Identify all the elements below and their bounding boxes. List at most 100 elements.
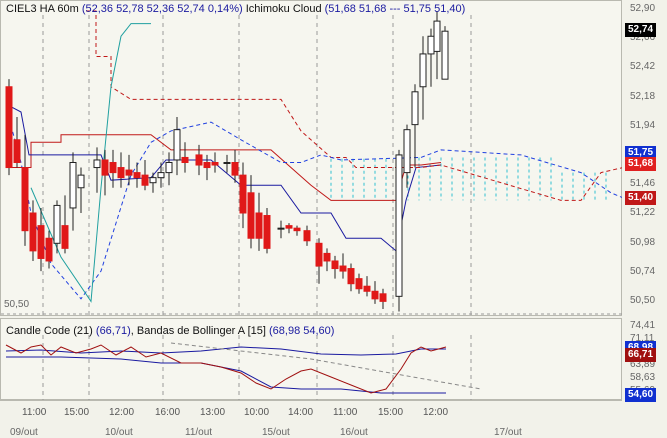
candle-body bbox=[165, 162, 173, 174]
price-tick-label: 51,94 bbox=[630, 119, 656, 131]
date-label: 10/out bbox=[105, 427, 133, 438]
candle-body bbox=[303, 230, 311, 242]
candle-body bbox=[93, 159, 101, 169]
candle-body bbox=[315, 242, 323, 267]
candle-body bbox=[363, 285, 371, 292]
time-label: 12:00 bbox=[109, 407, 135, 418]
candle-body bbox=[223, 162, 231, 164]
candle-body bbox=[45, 237, 53, 262]
candle-body bbox=[181, 156, 189, 163]
time-label: 12:00 bbox=[423, 407, 449, 418]
candle-body bbox=[37, 225, 45, 259]
candle-body bbox=[355, 278, 363, 290]
candle-body bbox=[157, 172, 165, 179]
price-tick-label: 50,50 bbox=[630, 295, 656, 306]
indicator-marker-tag: 54,60 bbox=[625, 388, 657, 402]
candle-code-line bbox=[5, 344, 447, 394]
candle-body bbox=[117, 167, 125, 179]
date-label: 11/out bbox=[185, 427, 213, 438]
candle-code-values: (66,71) bbox=[95, 325, 131, 337]
candle-body bbox=[173, 129, 181, 161]
chikou-line bbox=[30, 23, 151, 303]
indicator-axis[interactable]: 74,4171,1167,8163,8958,6355,6968,9866,71… bbox=[622, 318, 667, 402]
indicator-legend: Candle Code (21) (66,71), Bandas de Boll… bbox=[6, 325, 335, 337]
candle-body bbox=[247, 192, 255, 239]
bollinger-upper bbox=[5, 346, 446, 356]
bollinger-label: Bandas de Bollinger A [15] bbox=[136, 325, 266, 337]
candle-body bbox=[133, 172, 141, 179]
indicator-svg bbox=[5, 335, 482, 401]
price-marker-tag: 51,75 bbox=[625, 146, 657, 160]
candle-body bbox=[5, 86, 13, 169]
candle-body bbox=[231, 162, 239, 176]
bollinger-lower bbox=[6, 356, 446, 394]
time-axis[interactable]: 11:00 15:00 12:00 16:00 13:00 10:00 14:00 11:00… bbox=[0, 400, 622, 438]
date-label: 17/out bbox=[494, 427, 522, 438]
candle-body bbox=[203, 162, 211, 169]
trend-line bbox=[170, 342, 482, 390]
candle-body bbox=[277, 227, 285, 230]
price-tick-label: 52,90 bbox=[630, 3, 656, 14]
candle-body bbox=[263, 215, 271, 249]
price-tick-label: 50,98 bbox=[630, 236, 656, 248]
bollinger-values: (68,98 54,60) bbox=[269, 325, 335, 337]
candle-body bbox=[441, 30, 449, 80]
candle-body bbox=[195, 154, 203, 166]
indicator-tick-label: 74,41 bbox=[630, 320, 656, 331]
time-label: 16:00 bbox=[155, 407, 181, 418]
indicator-name: Ichimoku Cloud bbox=[245, 3, 322, 15]
price-tick-label: 52,66 bbox=[630, 32, 656, 44]
price-tick-label: 51,46 bbox=[630, 178, 656, 190]
candle-body bbox=[255, 212, 263, 239]
price-tick-label: 50,74 bbox=[630, 265, 656, 277]
candle-code-label: Candle Code (21) bbox=[6, 325, 93, 337]
candle-body bbox=[13, 139, 21, 163]
candle-body bbox=[433, 20, 441, 52]
candle-body bbox=[21, 167, 29, 232]
candle-body bbox=[109, 162, 117, 174]
price-axis[interactable]: 52,9052,6652,4252,1851,9451,7051,4651,22… bbox=[622, 0, 667, 316]
indicator-marker-tag: 66,71 bbox=[625, 348, 657, 362]
candle-body bbox=[331, 260, 339, 270]
candle-body bbox=[101, 159, 109, 176]
candle-body bbox=[379, 293, 387, 302]
candle-body bbox=[403, 129, 411, 174]
candle-body bbox=[339, 265, 347, 272]
candle-body bbox=[77, 174, 85, 189]
time-label: 10:00 bbox=[244, 407, 270, 418]
price-chart-pane[interactable]: CIEL3 HA 60m (52,36 52,78 52,36 52,74 0,… bbox=[0, 0, 623, 316]
ichimoku-cloud bbox=[330, 157, 607, 201]
candle-body bbox=[211, 162, 219, 166]
candle-body bbox=[419, 53, 427, 88]
time-label: 15:00 bbox=[64, 407, 90, 418]
indicator-values: (51,68 51,68 --- 51,75 51,40) bbox=[324, 3, 466, 15]
candle-body bbox=[69, 162, 77, 209]
price-marker-tag: 51,68 bbox=[625, 157, 657, 171]
indicator-lines bbox=[5, 342, 482, 394]
date-label: 16/out bbox=[340, 427, 368, 438]
candle-body bbox=[427, 35, 435, 55]
date-label: 15/out bbox=[262, 427, 290, 438]
candle-body bbox=[411, 91, 419, 126]
price-tick-label: 52,18 bbox=[630, 90, 656, 102]
candle-body bbox=[347, 268, 355, 285]
time-label: 13:00 bbox=[200, 407, 226, 418]
candle-body bbox=[293, 227, 301, 232]
price-chart-svg bbox=[1, 10, 623, 315]
indicator-grid bbox=[42, 335, 472, 401]
candle-body bbox=[29, 212, 37, 252]
chart-legend: CIEL3 HA 60m (52,36 52,78 52,36 52,74 0,… bbox=[6, 3, 465, 15]
candle-body bbox=[395, 154, 403, 297]
ohlc-values: (52,36 52,78 52,36 52,74 0,14%) bbox=[81, 3, 243, 15]
price-tick-label: 52,42 bbox=[630, 61, 656, 73]
time-label: 14:00 bbox=[288, 407, 314, 418]
time-label: 15:00 bbox=[378, 407, 404, 418]
time-label: 11:00 bbox=[22, 407, 47, 418]
symbol-label: CIEL3 HA 60m bbox=[6, 3, 79, 15]
date-label: 09/out bbox=[10, 427, 38, 438]
indicator-pane[interactable]: Candle Code (21) (66,71), Bandas de Boll… bbox=[0, 318, 622, 401]
indicator-tick-label: 58,63 bbox=[630, 372, 656, 383]
candle-body bbox=[61, 225, 69, 249]
senkou-b-line bbox=[8, 118, 623, 300]
price-marker-tag: 51,40 bbox=[625, 191, 657, 205]
